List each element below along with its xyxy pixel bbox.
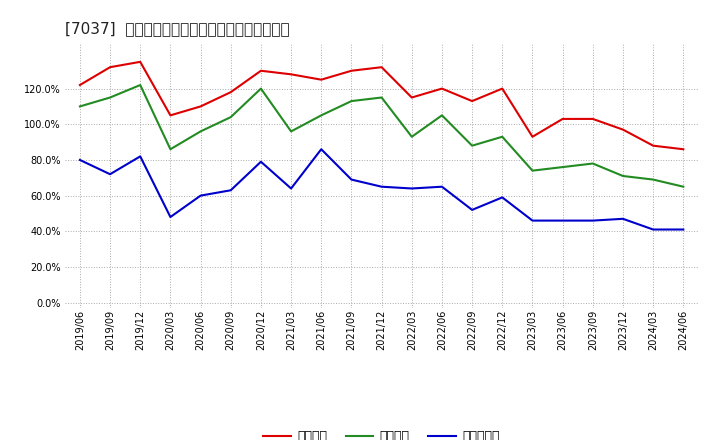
- 流動比率: [649, 143, 657, 148]
- 現預金比率: [498, 195, 507, 200]
- 当座比率: [558, 165, 567, 170]
- 現預金比率: [197, 193, 205, 198]
- 当座比率: [588, 161, 597, 166]
- 流動比率: [528, 134, 537, 139]
- Line: 現預金比率: 現預金比率: [80, 149, 683, 230]
- 現預金比率: [256, 159, 265, 165]
- 流動比率: [166, 113, 175, 118]
- 現預金比率: [106, 172, 114, 177]
- 現預金比率: [558, 218, 567, 223]
- 流動比率: [287, 72, 295, 77]
- 現預金比率: [377, 184, 386, 189]
- 流動比率: [468, 99, 477, 104]
- 当座比率: [468, 143, 477, 148]
- Line: 流動比率: 流動比率: [80, 62, 683, 149]
- 現預金比率: [317, 147, 325, 152]
- 流動比率: [347, 68, 356, 73]
- 現預金比率: [76, 158, 84, 163]
- Line: 当座比率: 当座比率: [80, 85, 683, 187]
- 当座比率: [226, 114, 235, 120]
- 当座比率: [136, 82, 145, 88]
- 流動比率: [498, 86, 507, 91]
- 現預金比率: [438, 184, 446, 189]
- 現預金比率: [408, 186, 416, 191]
- 流動比率: [76, 82, 84, 88]
- 当座比率: [347, 99, 356, 104]
- 当座比率: [438, 113, 446, 118]
- 流動比率: [136, 59, 145, 65]
- 当座比率: [256, 86, 265, 91]
- 現預金比率: [226, 187, 235, 193]
- 流動比率: [618, 127, 627, 132]
- 当座比率: [618, 173, 627, 179]
- 流動比率: [317, 77, 325, 82]
- 当座比率: [377, 95, 386, 100]
- 当座比率: [679, 184, 688, 189]
- Text: [7037]  流動比率、当座比率、現預金比率の推移: [7037] 流動比率、当座比率、現預金比率の推移: [65, 21, 289, 36]
- 当座比率: [106, 95, 114, 100]
- Legend: 流動比率, 当座比率, 現預金比率: 流動比率, 当座比率, 現預金比率: [258, 425, 505, 440]
- 当座比率: [649, 177, 657, 182]
- 現預金比率: [166, 214, 175, 220]
- 流動比率: [438, 86, 446, 91]
- 当座比率: [528, 168, 537, 173]
- 当座比率: [76, 104, 84, 109]
- 現預金比率: [287, 186, 295, 191]
- 現預金比率: [679, 227, 688, 232]
- 流動比率: [558, 116, 567, 121]
- 現預金比率: [618, 216, 627, 221]
- 当座比率: [317, 113, 325, 118]
- 当座比率: [166, 147, 175, 152]
- 現預金比率: [347, 177, 356, 182]
- 流動比率: [377, 65, 386, 70]
- 当座比率: [197, 129, 205, 134]
- 流動比率: [408, 95, 416, 100]
- 当座比率: [498, 134, 507, 139]
- 当座比率: [408, 134, 416, 139]
- 現預金比率: [468, 207, 477, 213]
- 流動比率: [226, 89, 235, 95]
- 流動比率: [106, 65, 114, 70]
- 当座比率: [287, 129, 295, 134]
- 現預金比率: [136, 154, 145, 159]
- 現預金比率: [649, 227, 657, 232]
- 流動比率: [197, 104, 205, 109]
- 流動比率: [679, 147, 688, 152]
- 現預金比率: [528, 218, 537, 223]
- 流動比率: [256, 68, 265, 73]
- 現預金比率: [588, 218, 597, 223]
- 流動比率: [588, 116, 597, 121]
